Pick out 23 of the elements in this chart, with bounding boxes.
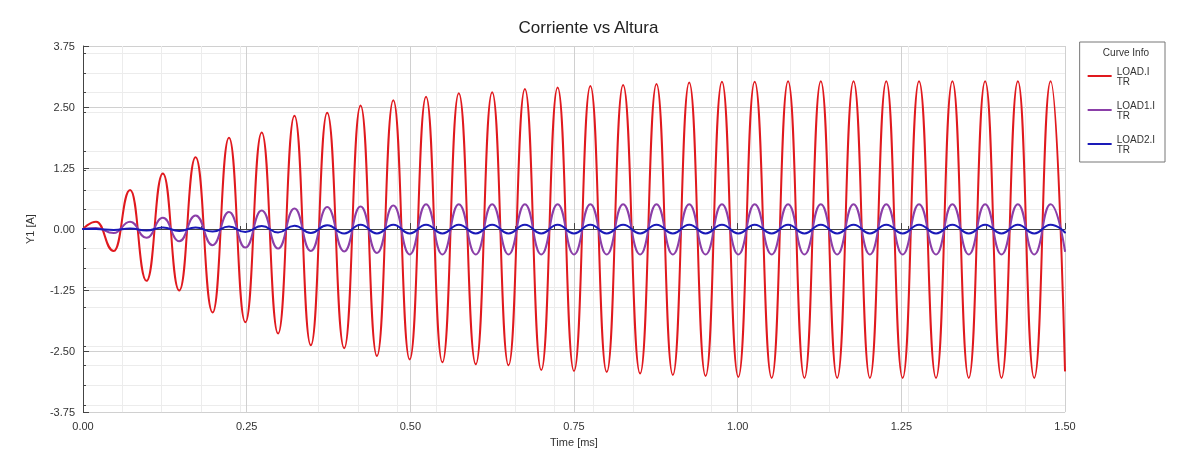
- legend-label: LOAD1.I TR: [1116, 99, 1156, 121]
- y-tick-label: -1.25: [49, 284, 75, 297]
- legend-title: Curve Info: [1102, 46, 1150, 58]
- y-tick-label: 1.25: [53, 162, 75, 175]
- x-tick-label: 1.50: [1054, 419, 1076, 432]
- x-tick-label: 0.50: [399, 419, 422, 432]
- y-tick-label: -2.50: [49, 345, 75, 358]
- y-tick-label: 0.00: [53, 223, 75, 236]
- x-tick-label: 0.25: [235, 419, 258, 432]
- chart-title: Corriente vs Altura: [518, 18, 659, 37]
- line-series: [82, 223, 1066, 235]
- x-tick-label: 0.00: [72, 419, 94, 432]
- legend-label: LOAD2.I TR: [1116, 133, 1156, 155]
- line-series: [82, 80, 1066, 379]
- x-tick-label: 0.75: [563, 419, 585, 432]
- legend-label: LOAD.I TR: [1116, 65, 1150, 87]
- x-axis-title: Time [ms]: [550, 435, 598, 448]
- y-axis-title: Y1 [A]: [23, 214, 36, 245]
- x-tick-label: 1.00: [726, 419, 749, 432]
- y-tick-label: 3.75: [53, 40, 75, 52]
- x-tick-label: 1.25: [890, 419, 913, 432]
- y-tick-label: 2.50: [53, 101, 75, 114]
- y-tick-label: -3.75: [49, 406, 75, 419]
